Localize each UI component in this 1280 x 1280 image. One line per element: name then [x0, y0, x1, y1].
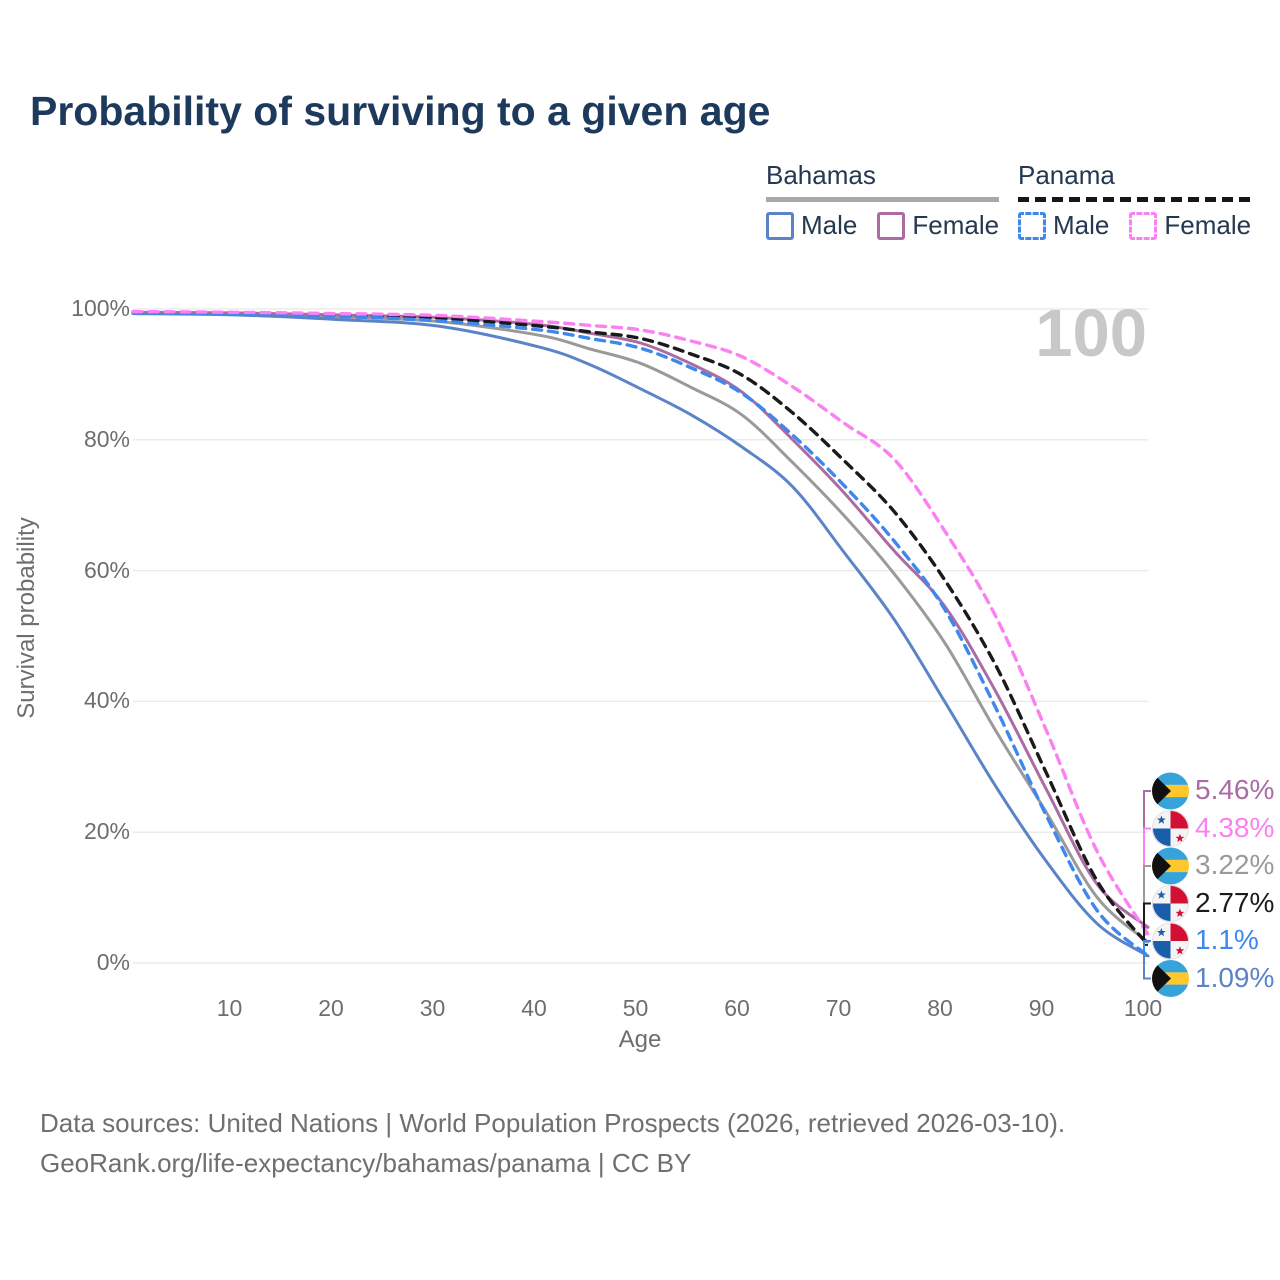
legend-group-panama: Panama Male Female — [1018, 160, 1252, 241]
panama-flag-icon — [1152, 885, 1189, 922]
legend-header-panama-label: Panama — [1018, 160, 1115, 190]
survival-curve-bahamas-female — [131, 310, 1150, 929]
legend-item-panama-male[interactable]: Male — [1018, 210, 1109, 241]
legend-header-panama[interactable]: Panama — [1018, 160, 1252, 202]
legend-item-label: Male — [801, 210, 858, 240]
survival-curve-panama-male — [131, 311, 1150, 958]
x-axis-tick-label: 70 — [825, 995, 852, 1021]
bahamas-solid-line-sample — [766, 197, 1000, 202]
bahamas-flag-icon — [1152, 773, 1189, 810]
y-axis-tick-label: 100% — [71, 295, 130, 321]
x-axis-tick-label: 50 — [622, 995, 649, 1021]
legend-item-bahamas-male[interactable]: Male — [766, 210, 857, 241]
bahamas-male-swatch-icon — [766, 211, 794, 240]
page-title: Probability of surviving to a given age — [30, 88, 771, 134]
end-label-flags — [1152, 773, 1189, 998]
y-axis-tick-label: 0% — [96, 949, 130, 975]
end-value-label-bahamas-female: 5.46% — [1195, 774, 1275, 805]
y-axis-tick-label: 40% — [83, 687, 130, 714]
survival-curves — [131, 309, 1150, 958]
x-axis-tick-label: 30 — [419, 995, 446, 1021]
y-axis-tick-label: 60% — [83, 556, 130, 583]
y-axis-title: Survival probability — [13, 517, 40, 719]
gridlines — [133, 308, 1148, 964]
panama-dashed-line-sample — [1018, 197, 1252, 202]
survival-curve-bahamas-male — [131, 312, 1150, 958]
x-axis-tick-label: 60 — [724, 995, 750, 1021]
legend-item-panama-female[interactable]: Female — [1129, 210, 1251, 241]
legend-item-label: Female — [912, 210, 1000, 240]
age-watermark: 100 — [1035, 296, 1147, 371]
x-axis-tick-label: 20 — [318, 995, 344, 1021]
panama-flag-icon — [1152, 810, 1189, 847]
footer-attribution: GeoRank.org/life-expectancy/bahamas/pana… — [40, 1148, 692, 1178]
panama-flag-icon — [1152, 923, 1189, 960]
legend-item-label: Male — [1053, 210, 1110, 240]
survival-curve-panama-female — [131, 309, 1150, 937]
end-value-label-bahamas-male: 1.09% — [1195, 961, 1275, 993]
y-axis-tick-label: 80% — [83, 425, 130, 452]
y-axis-tick-label: 20% — [83, 818, 130, 845]
x-axis-title: Age — [618, 1026, 662, 1053]
survival-curve-bahamas-both-sexes — [131, 311, 1150, 944]
legend-item-label: Female — [1164, 210, 1252, 240]
bahamas-flag-icon — [1152, 960, 1189, 997]
legend-item-bahamas-female[interactable]: Female — [877, 210, 999, 241]
legend-header-bahamas-label: Bahamas — [766, 160, 876, 190]
x-axis-tick-label: 10 — [216, 995, 243, 1021]
x-axis-tick-label: 40 — [521, 995, 547, 1021]
end-label-connector — [1143, 827, 1151, 936]
end-label-connectors — [1143, 790, 1151, 980]
legend-header-bahamas[interactable]: Bahamas — [766, 160, 1000, 202]
bahamas-flag-icon — [1152, 848, 1189, 885]
end-label-connector — [1143, 954, 1151, 980]
end-value-label-panama-both-sexes: 2.77% — [1195, 886, 1275, 918]
end-value-label-panama-male: 1.1% — [1195, 924, 1259, 955]
bahamas-female-swatch-icon — [877, 211, 906, 240]
footer-data-sources: Data sources: United Nations | World Pop… — [40, 1108, 1066, 1138]
end-label-connector — [1143, 902, 1151, 946]
x-axis-tick-label: 80 — [927, 995, 953, 1021]
legend-group-bahamas: Bahamas Male Female — [766, 160, 1000, 241]
end-label-connector — [1143, 790, 1151, 929]
end-value-label-bahamas-both-sexes: 3.22% — [1195, 849, 1275, 880]
x-axis-tick-label: 100 — [1123, 995, 1163, 1021]
x-axis-tick-label: 90 — [1028, 995, 1055, 1021]
panama-female-swatch-icon — [1129, 211, 1158, 240]
panama-male-swatch-icon — [1018, 211, 1046, 240]
survival-curve-panama-both-sexes — [131, 310, 1150, 947]
end-value-label-panama-female: 4.38% — [1195, 811, 1275, 843]
